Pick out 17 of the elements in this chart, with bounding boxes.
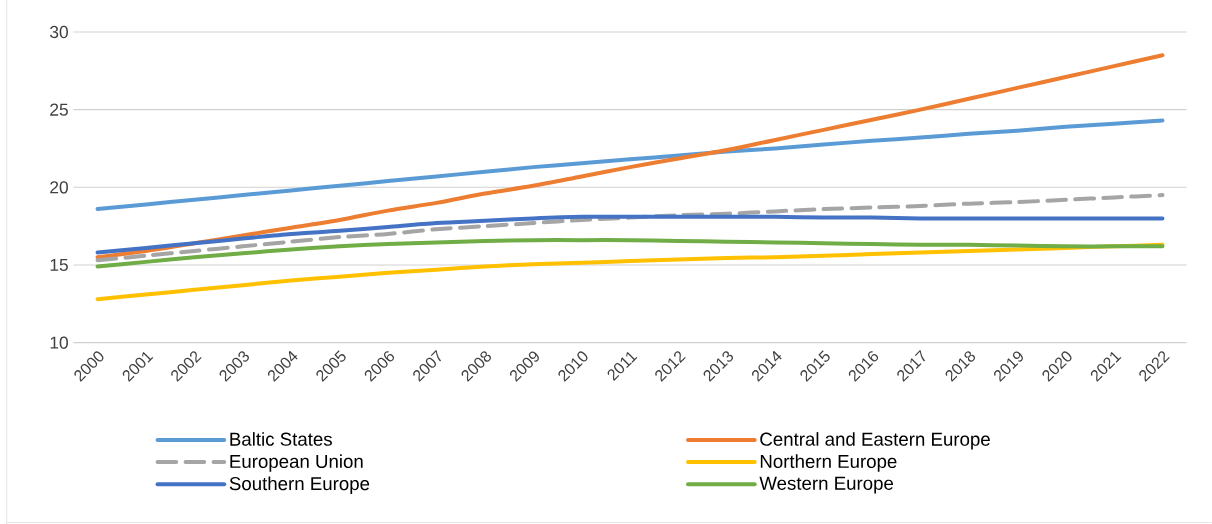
y-tick-label: 25 (50, 103, 68, 116)
legend-label: European Union (230, 454, 363, 472)
line-series (95, 193, 1165, 263)
legend-label: Northern Europe (760, 454, 897, 472)
legend-label: Western Europe (759, 476, 894, 494)
y-tick-label: 20 (50, 181, 68, 194)
line-series (95, 242, 1165, 302)
line-series (95, 214, 1165, 255)
y-tick-label: 10 (50, 336, 68, 349)
y-tick-label: 15 (50, 258, 68, 272)
line-series (95, 238, 1165, 269)
y-tick-label: 30 (50, 25, 68, 39)
line-series (95, 118, 1165, 212)
line-series (95, 53, 1165, 260)
legend-label: Baltic States (230, 432, 332, 446)
legend-label: Central and Eastern Europe (760, 432, 990, 450)
legend-label: Southern Europe (229, 476, 370, 494)
